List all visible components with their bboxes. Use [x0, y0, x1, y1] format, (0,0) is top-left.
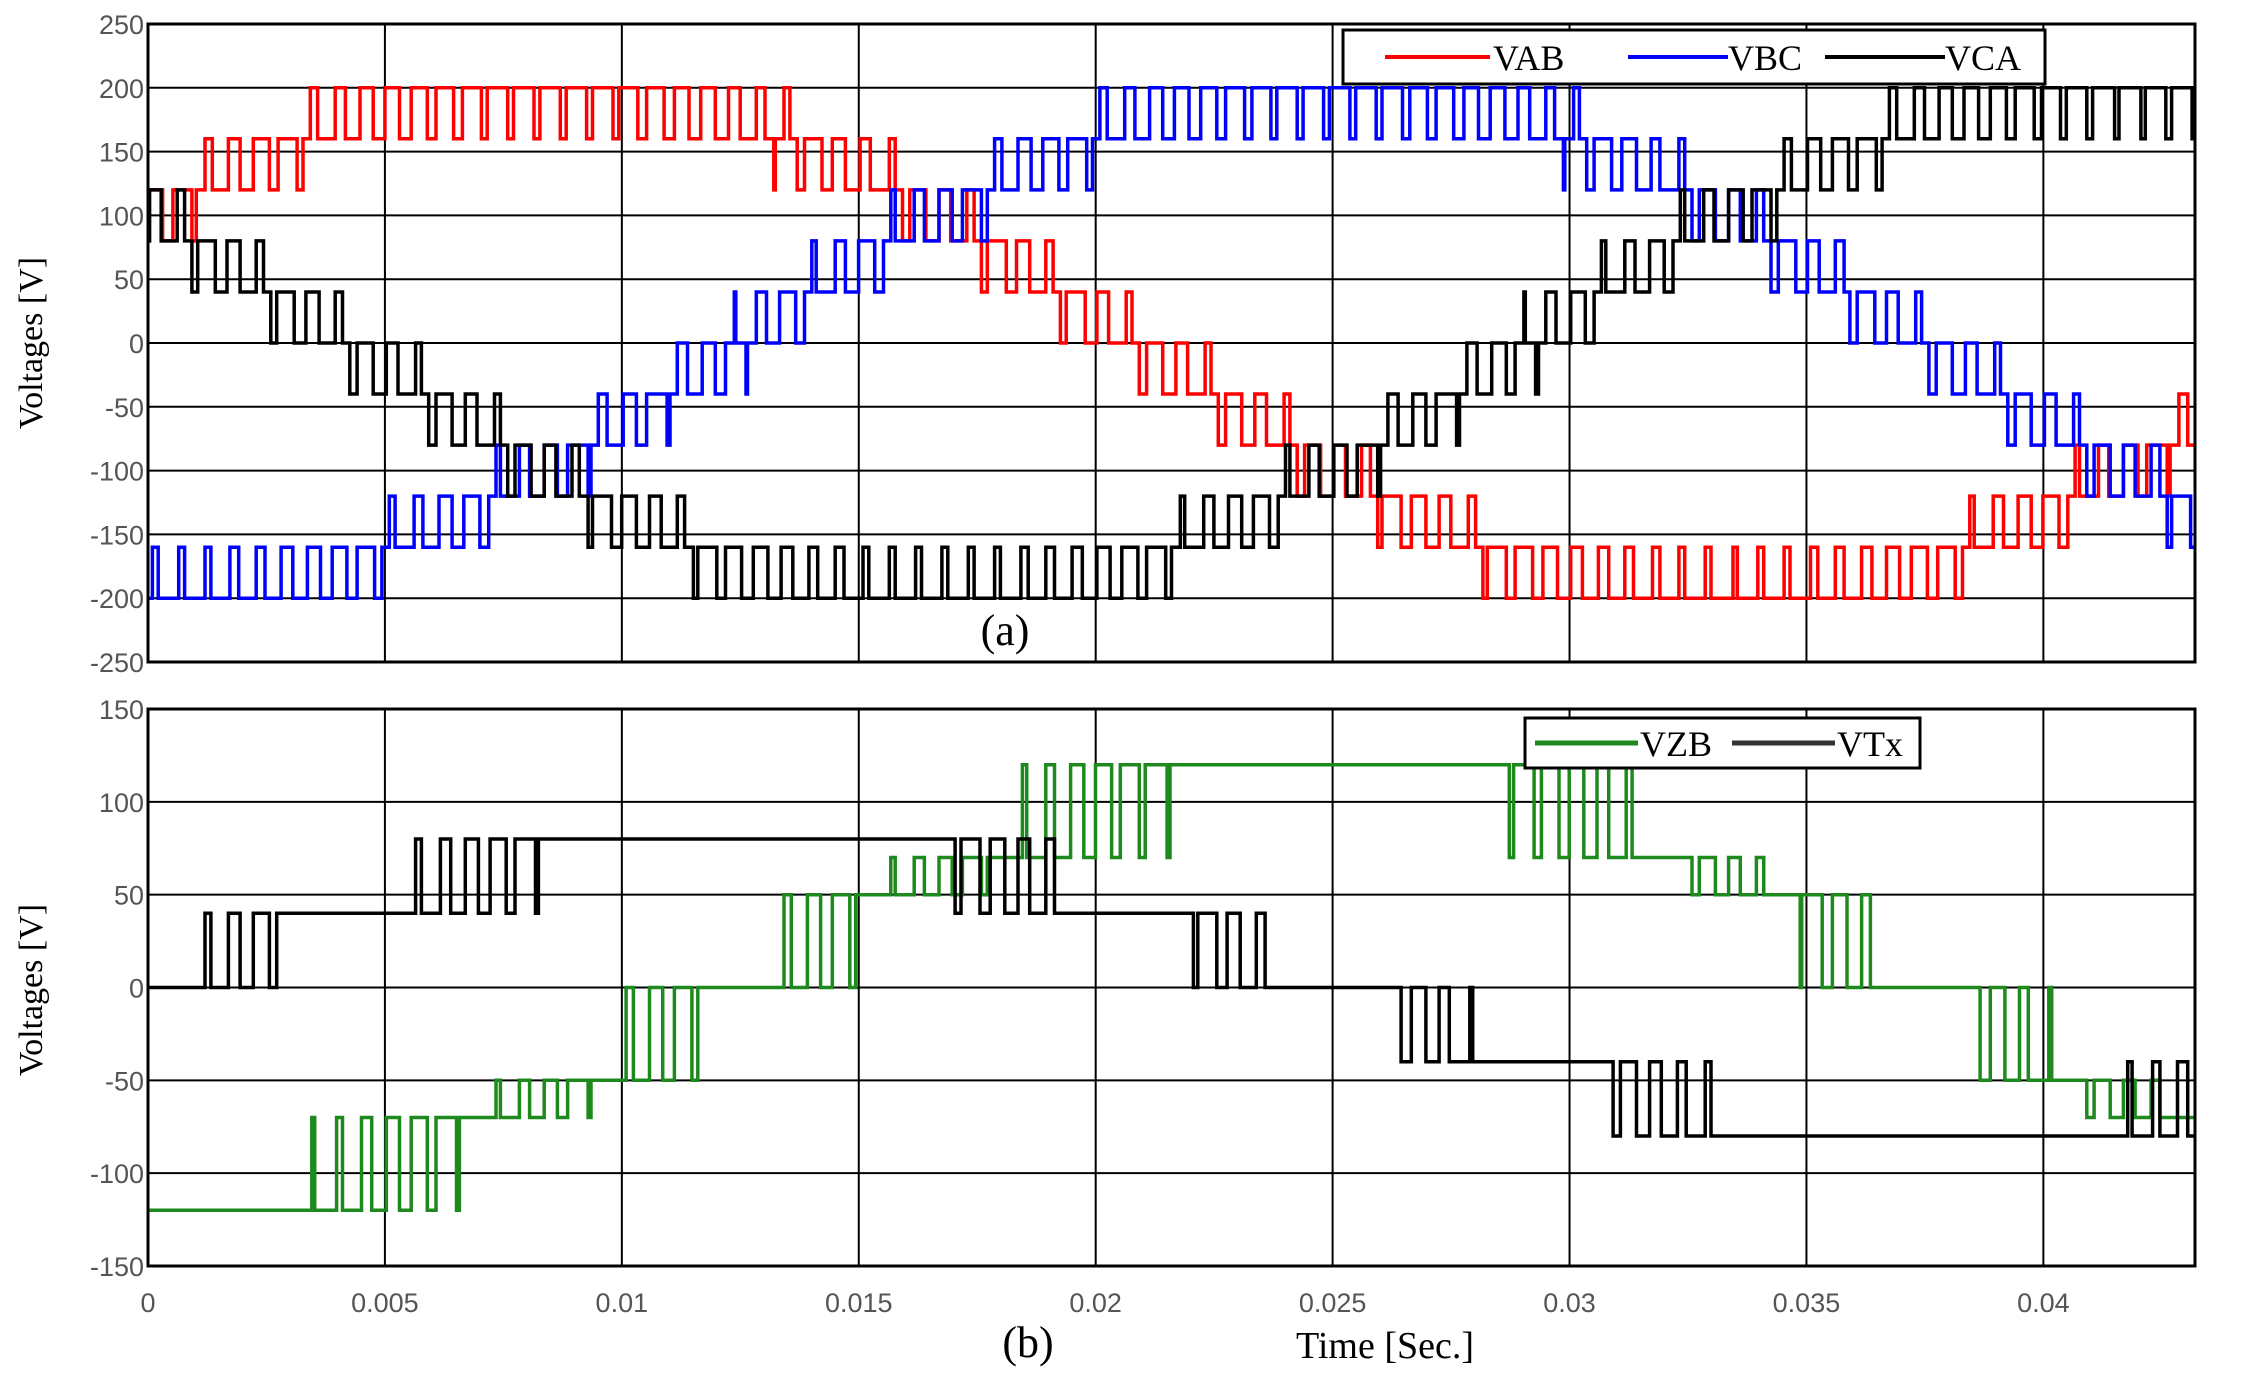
- panel-a-y-tick-label: -200: [90, 584, 144, 614]
- panel-a-y-tick-label: 250: [99, 10, 144, 40]
- panel-b-y-tick-label: -50: [105, 1066, 144, 1096]
- panel-b-x-tick-label: 0.015: [825, 1288, 893, 1318]
- series-vca-line: [147, 86, 2195, 600]
- panel-b-y-tick-label: -150: [90, 1252, 144, 1282]
- panel-a-y-tick-label: -100: [90, 457, 144, 487]
- panel-b-frame: [146, 707, 2197, 1268]
- series-vzb-line: [148, 762, 2195, 1213]
- legend-vab-label: VAB: [1493, 38, 1564, 78]
- panel-b-x-tick-label: 0.005: [351, 1288, 419, 1318]
- panel-a-y-tick-label: 200: [99, 74, 144, 104]
- panel-a-y-tick-label: -150: [90, 520, 144, 550]
- panel-b-y-label: Voltages [V]: [13, 904, 50, 1076]
- panel-b-x-tick-label: 0.02: [1069, 1288, 1122, 1318]
- legend-vzb-label: VZB: [1640, 724, 1712, 764]
- panel-a-y-tick-label: -250: [90, 648, 144, 678]
- panel-b-legend: VZB VTx: [1523, 716, 1922, 770]
- panel-a-y-tick-label: -50: [105, 393, 144, 423]
- legend-vbc-label: VBC: [1728, 38, 1802, 78]
- legend-vca-label: VCA: [1945, 38, 2021, 78]
- panel-b-y-tick-label: 50: [114, 881, 144, 911]
- panel-a-frame: [146, 22, 2197, 664]
- panel-b-series: [148, 762, 2195, 1213]
- panel-a-y-ticks: 250 200 150 100 50 0 -50 -100 -150 -200 -250: [90, 10, 144, 678]
- panel-a-y-label: Voltages [V]: [13, 257, 50, 429]
- panel-a-y-tick-label: 100: [99, 201, 144, 231]
- panel-b-x-tick-label: 0.03: [1543, 1288, 1596, 1318]
- panel-b-x-tick-label: 0.035: [1773, 1288, 1841, 1318]
- series-vbc-line: [148, 86, 2195, 600]
- panel-b-x-label: Time [Sec.]: [1296, 1325, 1474, 1367]
- panel-b-y-tick-label: -100: [90, 1159, 144, 1189]
- panel-b-label: (b): [1002, 1318, 1053, 1367]
- panel-b-y-ticks: 150 100 50 0 -50 -100 -150: [90, 695, 144, 1282]
- panel-a-y-tick-label: 150: [99, 138, 144, 168]
- panel-a-series: [147, 86, 2195, 600]
- series-vab-line: [147, 86, 2195, 600]
- panel-a-y-tick-label: 50: [114, 265, 144, 295]
- panel-b-x-tick-label: 0.04: [2017, 1288, 2070, 1318]
- panel-b-y-tick-label: 100: [99, 788, 144, 818]
- panel-a-legend: VAB VBC VCA: [1341, 28, 2047, 86]
- panel-b-x-tick-label: 0.025: [1299, 1288, 1367, 1318]
- panel-b-x-tick-label: 0.01: [596, 1288, 649, 1318]
- legend-vtx-label: VTx: [1837, 724, 1903, 764]
- series-vtx-line: [148, 837, 2195, 1138]
- panel-b-x-ticks: 0 0.005 0.01 0.015 0.02 0.025 0.03 0.035 0.04: [140, 1288, 2069, 1318]
- panel-a-y-tick-label: 0: [129, 329, 144, 359]
- panel-b: 150 100 50 0 -50 -100 -150 0 0.005 0.01 0.015 0.02…: [13, 695, 2197, 1367]
- panel-a: 250 200 150 100 50 0 -50 -100 -150 -200 -250 Volta…: [13, 10, 2197, 678]
- panel-b-x-tick-label: 0: [140, 1288, 155, 1318]
- panel-b-y-tick-label: 0: [129, 974, 144, 1004]
- panel-b-y-tick-label: 150: [99, 695, 144, 725]
- panel-a-label: (a): [981, 606, 1030, 655]
